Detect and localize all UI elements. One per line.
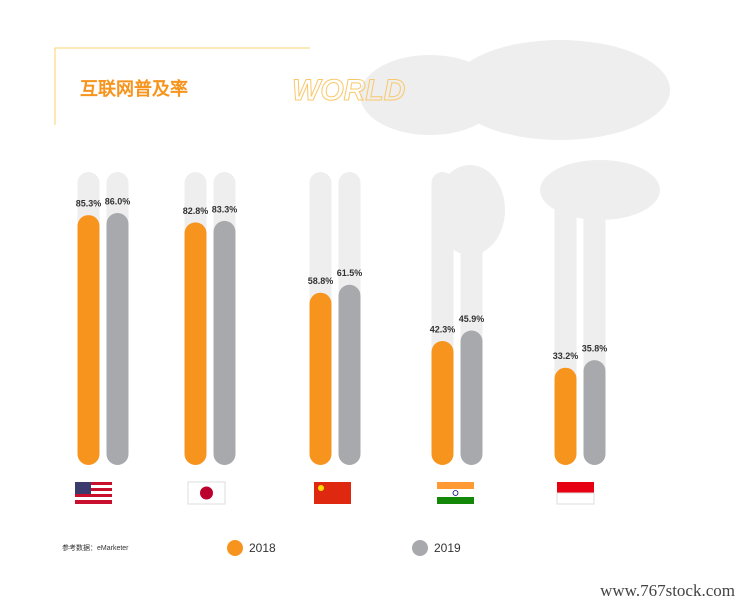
bar: [431, 341, 454, 465]
value-label: 33.2%: [553, 351, 579, 361]
value-label: 86.0%: [105, 196, 131, 206]
bar: [77, 215, 100, 465]
value-label: 35.8%: [582, 343, 608, 353]
legend-label: 2018: [249, 541, 276, 555]
value-label: 61.5%: [337, 268, 363, 278]
bar: [213, 220, 236, 465]
flag-jp: [187, 481, 226, 505]
bar: [554, 367, 577, 465]
value-label: 83.3%: [212, 204, 238, 214]
value-label: 82.8%: [183, 206, 209, 216]
bar: [460, 330, 483, 465]
flag-in: [437, 482, 474, 504]
value-label: 42.3%: [430, 324, 456, 334]
frame-line: [54, 47, 310, 125]
bar: [309, 292, 332, 465]
flags: [75, 481, 595, 505]
bar: [583, 360, 606, 465]
flag-id: [556, 482, 595, 505]
bar: [184, 222, 207, 465]
source: 参考数据：eMarketer: [62, 543, 129, 552]
flag-cn: [314, 482, 351, 504]
legend-swatch: [412, 540, 428, 556]
legend-label: 2019: [434, 541, 461, 555]
value-label: 85.3%: [76, 198, 102, 208]
map-decor: [360, 40, 670, 255]
value-label: 45.9%: [459, 314, 485, 324]
value-label: 58.8%: [308, 276, 334, 286]
bar: [338, 284, 361, 465]
subtitle: WORLD: [292, 74, 405, 107]
watermark: www.767stock.com: [600, 581, 735, 600]
bar: [106, 213, 129, 465]
chart-title: 互联网普及率: [80, 78, 188, 99]
flag-us: [75, 482, 112, 504]
legend-swatch: [227, 540, 243, 556]
